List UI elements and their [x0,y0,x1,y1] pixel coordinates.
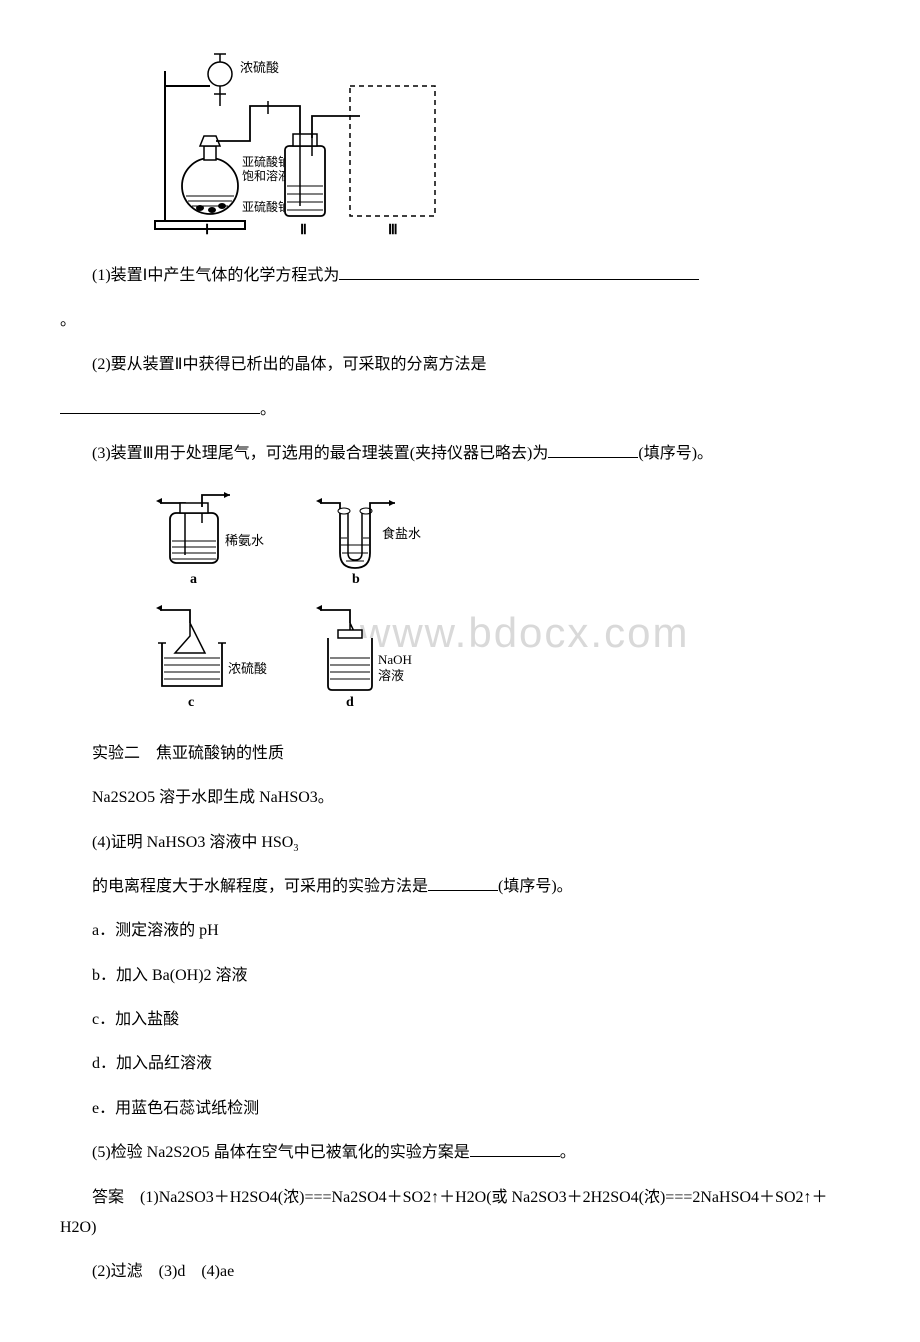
option-c: 浓硫酸 c [156,605,267,710]
reagent-label: 浓硫酸 [240,60,279,75]
option-d-label-1: NaOH [378,652,412,667]
option-d-label-2: 溶液 [378,668,404,683]
bottle-solid-label: 亚硫酸钠 [242,199,290,214]
q5-period: 。 [560,1144,576,1161]
q4-opt-b: b．加入 Ba(OH)2 溶液 [60,961,860,991]
option-d: NaOH 溶液 d [316,605,412,710]
question-4-line2: 的电离程度大于水解程度，可采用的实验方法是 (填序号)。 [60,872,860,902]
q5-blank [470,1141,560,1157]
question-2: (2)要从装置Ⅱ中获得已析出的晶体，可采取的分离方法是 [60,350,860,380]
flask-label1: 亚硫酸钠 [242,154,290,169]
q1-text: (1)装置Ⅰ中产生气体的化学方程式为 [92,267,339,284]
option-a: 稀氨水 a [156,492,264,587]
letter-c: c [188,695,194,710]
q4-prefix: (4)证明 NaHSO3 溶液中 HSO [92,834,293,851]
q4-opt-d: d．加入品红溶液 [60,1049,860,1079]
q2-text: (2)要从装置Ⅱ中获得已析出的晶体，可采取的分离方法是 [92,356,487,373]
q4-opt-c: c．加入盐酸 [60,1005,860,1035]
q4-text2: 的电离程度大于水解程度，可采用的实验方法是 [92,878,428,895]
q3-blank [548,442,638,458]
apparatus-figure: 浓硫酸 亚硫酸钠 饱和溶液 亚硫酸钠 [150,46,860,247]
answer-1: (1)Na2SO3＋H2SO4(浓)===Na2SO4＋SO2↑＋H2O(或 N… [60,1189,828,1236]
q3-paren: (填序号)。 [638,445,713,462]
q2-blank-line: 。 [60,395,860,425]
question-1: (1)装置Ⅰ中产生气体的化学方程式为 [60,261,860,291]
roman-2: Ⅱ [300,223,307,236]
question-3: (3)装置Ⅲ用于处理尾气，可选用的最合理装置(夹持仪器已略去)为 (填序号)。 [60,439,860,469]
letter-b: b [352,572,360,587]
q2-period: 。 [260,401,276,418]
option-c-label: 浓硫酸 [228,661,267,676]
exp2-line: Na2S2O5 溶于水即生成 NaHSO3。 [60,783,860,813]
option-a-label: 稀氨水 [225,533,264,548]
options-figure: www.bdocx.com 稀氨水 a [150,483,860,724]
q1-period: 。 [60,312,76,329]
answer-line1: 答案 (1)Na2SO3＋H2SO4(浓)===Na2SO4＋SO2↑＋H2O(… [60,1183,860,1244]
apparatus-svg: 浓硫酸 亚硫酸钠 饱和溶液 亚硫酸钠 [150,46,450,236]
q1-tail: 。 [60,306,860,336]
question-4-line1: (4)证明 NaHSO3 溶液中 HSO3 [60,828,860,858]
q4-opt-e: e．用蓝色石蕊试纸检测 [60,1094,860,1124]
option-b-label: 食盐水 [382,526,421,541]
question-5: (5)检验 Na2S2O5 晶体在空气中已被氧化的实验方案是 。 [60,1138,860,1168]
q1-blank [339,264,699,280]
q4-opt-a: a．测定溶液的 pH [60,916,860,946]
q2-blank [60,398,260,414]
letter-d: d [346,695,354,710]
q3-text: (3)装置Ⅲ用于处理尾气，可选用的最合理装置(夹持仪器已略去)为 [92,445,548,462]
q4-sub: 3 [293,843,298,854]
option-b: 食盐水 b [316,498,421,587]
flask-label2: 饱和溶液 [242,168,290,183]
answer-label: 答案 [92,1189,124,1206]
roman-3: Ⅲ [388,223,398,236]
exp2-title: 实验二 焦亚硫酸钠的性质 [60,739,860,769]
letter-a: a [190,572,197,587]
options-svg: 稀氨水 a 食盐水 b [150,483,470,713]
q4-paren: (填序号)。 [498,878,573,895]
q5-text: (5)检验 Na2S2O5 晶体在空气中已被氧化的实验方案是 [92,1144,470,1161]
answer-line2: (2)过滤 (3)d (4)ae [60,1257,860,1287]
roman-1: Ⅰ [205,223,209,236]
q4-blank [428,875,498,891]
